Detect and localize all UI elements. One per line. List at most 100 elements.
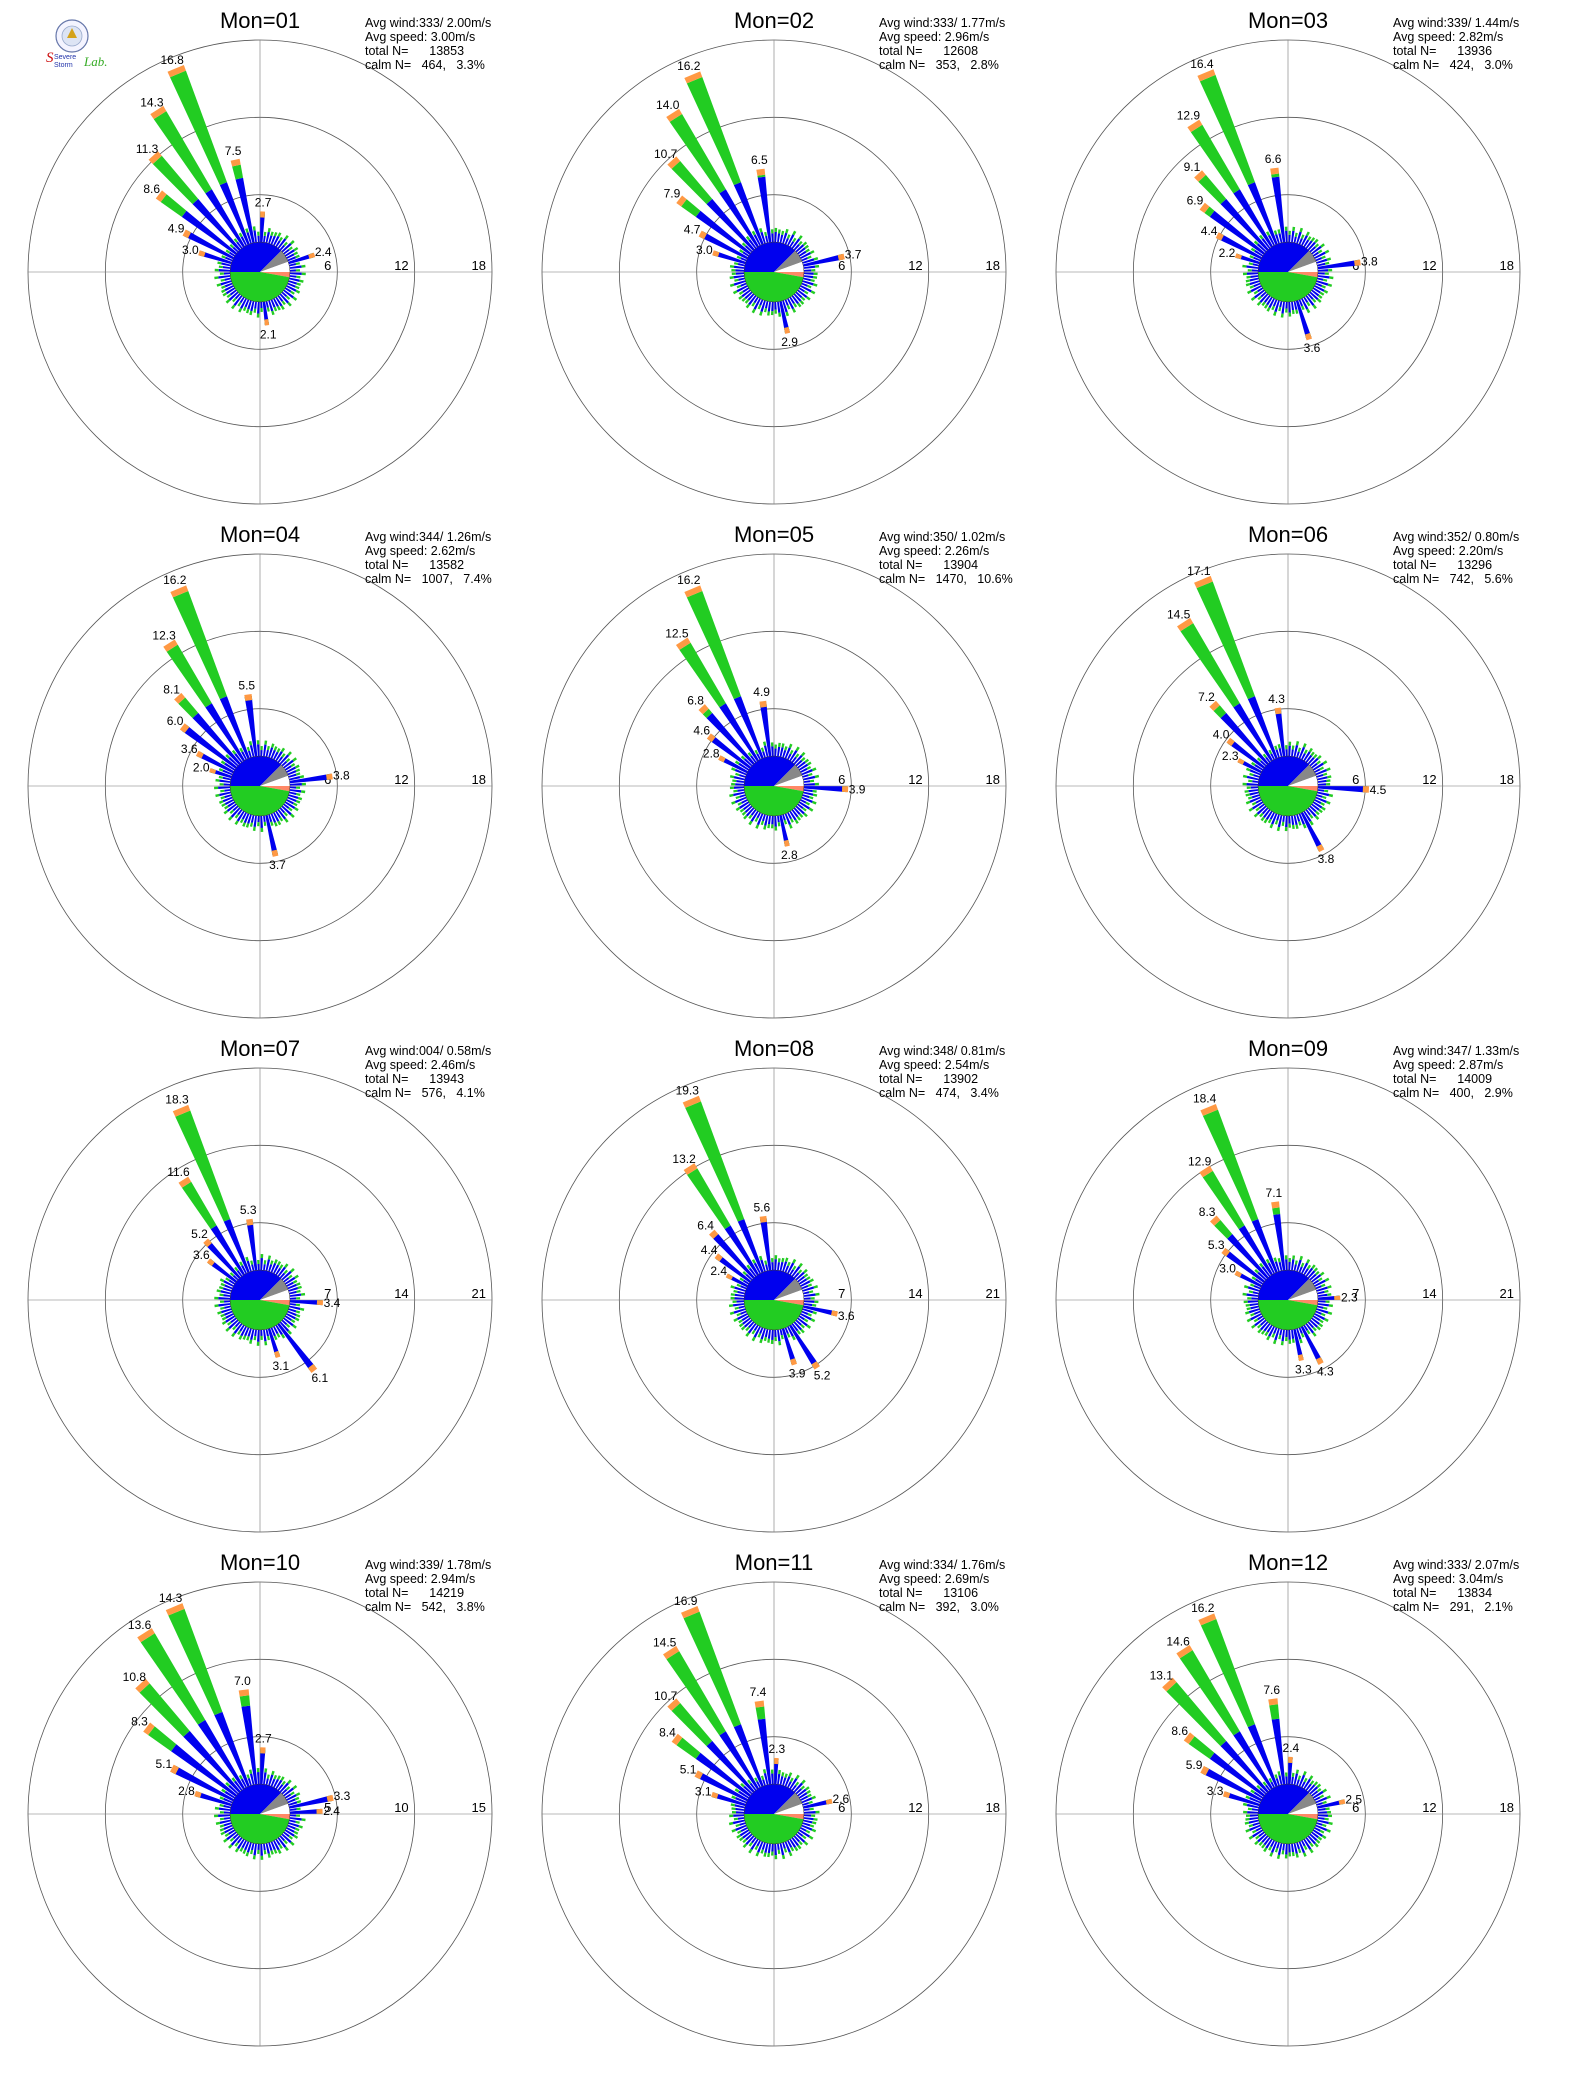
dir-bar-stub-tip (1318, 808, 1323, 814)
dir-bar-stub-tip (785, 311, 790, 317)
core-wedge-gray (774, 250, 803, 272)
avg-speed-line: Avg speed: 3.04m/s (1393, 1572, 1504, 1586)
dir-bar-orange (182, 229, 191, 239)
dir-bar-stub-tip (751, 1259, 756, 1264)
dir-bar-stub (735, 1796, 747, 1804)
dir-bar-stub-tip (1247, 796, 1253, 800)
dir-bar-stub-tip (758, 1255, 763, 1261)
dir-bar-stub (1265, 1838, 1273, 1849)
dir-bar-stub (736, 1300, 745, 1303)
dir-bar-stub-tip (803, 1268, 808, 1274)
bar-value-label: 3.7 (269, 858, 286, 872)
dir-bar-stub-tip (252, 826, 256, 831)
dir-bar-stub-tip (1316, 1783, 1322, 1788)
dir-bar-stub-tip (738, 1319, 743, 1324)
bar-value-label: 4.9 (753, 685, 770, 699)
dir-bar-stub-tip (1273, 1257, 1277, 1262)
dir-bar-stub (800, 767, 808, 773)
dir-bar-stub-tip (1310, 237, 1316, 242)
dir-bar-stub-tip (1259, 1262, 1264, 1268)
dir-bar-stub-tip (803, 812, 808, 818)
dir-bar-stub (797, 247, 806, 255)
dir-bar-stub (1317, 1811, 1328, 1814)
dir-bar-stub-tip (808, 807, 814, 812)
dir-bar-stub-tip (301, 272, 306, 276)
dir-bar-blue (1247, 696, 1278, 759)
bar-value-label: 8.3 (131, 1714, 148, 1728)
dir-bar-stub-tip (285, 758, 291, 763)
dir-bar-stub (787, 1781, 792, 1788)
dir-bar-orange (1274, 707, 1282, 715)
dir-bar-stub-tip (731, 1828, 737, 1833)
core-wedge-gray (1288, 250, 1317, 272)
core-wedge-blue (1288, 1784, 1310, 1814)
dir-bar-orange (837, 253, 845, 261)
dir-bar-stub-tip (263, 1260, 267, 1265)
dir-bar-stub-tip (287, 1330, 292, 1335)
dir-bar-stub (1307, 1784, 1316, 1793)
dir-bar-stub-tip (798, 1262, 803, 1268)
dir-bar-blue (733, 696, 764, 759)
dir-bar-stub (798, 287, 806, 293)
dir-bar-stub (224, 1305, 231, 1309)
core-wedge-blue (744, 1784, 774, 1814)
dir-bar-stub (1305, 240, 1313, 249)
dir-bar-stub-tip (1267, 818, 1272, 824)
dir-bar-orange (682, 1095, 701, 1108)
dir-bar-stub-tip (777, 1258, 781, 1263)
bar-value-label: 7.5 (225, 144, 242, 158)
dir-bar-stub (1298, 746, 1306, 759)
dir-bar-stub-tip (234, 1842, 239, 1847)
dir-bar-blue (184, 230, 234, 260)
dir-bar-orange (264, 319, 270, 326)
dir-bar-stub-tip (290, 763, 296, 768)
dir-bar-stub (281, 805, 292, 816)
dir-bar-stub-tip (809, 796, 814, 800)
dir-bar-stub-tip (239, 1261, 243, 1266)
dir-bar-stub-tip (781, 743, 785, 748)
dir-bar-green (181, 1181, 217, 1230)
dir-bar-stub (1257, 1833, 1267, 1843)
avg-wind-line: Avg wind:344/ 1.26m/s (365, 530, 492, 544)
dir-bar-stub-tip (295, 1792, 301, 1797)
dir-bar-stub-tip (751, 1329, 756, 1335)
dir-bar-stub (1257, 287, 1264, 293)
dir-bar-orange (1226, 737, 1235, 747)
dir-bar-stub (787, 234, 795, 246)
dir-bar-stub (1288, 745, 1291, 757)
wind-rose-panel: 7 14 21 18.3 11.6 5.2 3.6 5.3 3.4 6.1 3.1 Mon=07 Avg… (0, 1036, 520, 1558)
dir-bar-blue (219, 696, 250, 759)
dir-bar-orange (1334, 1295, 1341, 1300)
dir-bar-stub-tip (759, 1338, 763, 1344)
dir-bar-stub-tip (220, 789, 225, 793)
dir-bar-stub-tip (221, 1316, 227, 1321)
dir-bar-stub (277, 295, 284, 302)
dir-bar-stub (263, 1329, 267, 1342)
dir-bar-stub-tip (1246, 1307, 1251, 1311)
dir-bar-stub (243, 813, 250, 824)
dir-bar-stub-tip (789, 749, 794, 755)
dir-bar-stub (1278, 747, 1283, 757)
dir-bar-stub-tip (221, 803, 226, 807)
bar-value-label: 14.3 (159, 1591, 183, 1605)
dir-bar-stub (797, 761, 806, 769)
panel-stats: Avg wind:333/ 2.07m/s Avg speed: 3.04m/s t… (1393, 1558, 1519, 1614)
dir-bar-orange (684, 585, 703, 598)
dir-bar-stub (286, 253, 295, 259)
dir-bar-green (1271, 173, 1280, 178)
dir-bar-stub-tip (276, 748, 281, 753)
dir-bar-stub (289, 1303, 297, 1306)
dir-bar-stub (771, 1329, 774, 1340)
dir-bar-stub (1311, 245, 1322, 255)
dir-bar-stub (742, 1831, 751, 1839)
dir-bar-blue (181, 210, 237, 255)
dir-bar-stub (797, 1275, 806, 1283)
panel-title: Mon=01 (219, 8, 301, 33)
dir-bar-blue (708, 734, 751, 769)
dir-bar-stub (224, 1300, 231, 1303)
dir-bar-stub-tip (295, 786, 301, 789)
dir-bar-orange (666, 108, 683, 122)
panel-title: Mon=07 (219, 1036, 301, 1061)
dir-bar-stub (233, 295, 243, 307)
